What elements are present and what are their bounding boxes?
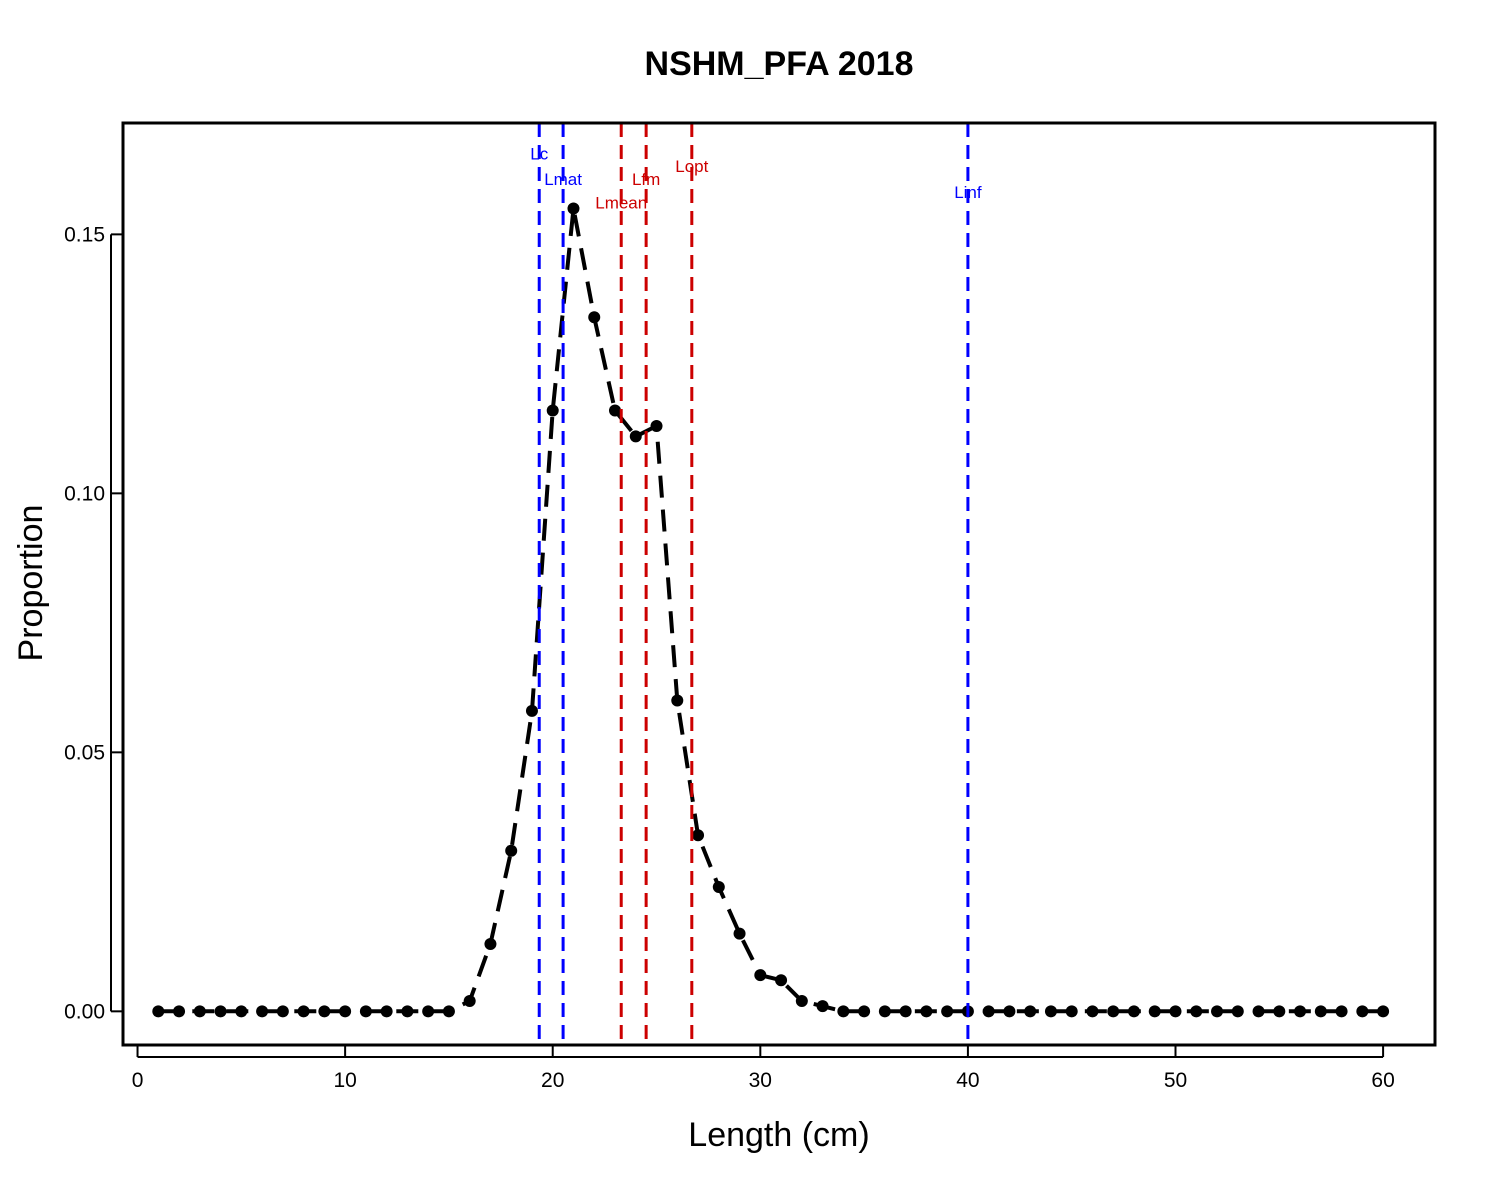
data-point (505, 844, 518, 857)
chart-title: NSHM_PFA 2018 (645, 45, 914, 83)
data-point (1086, 1005, 1099, 1018)
data-point (1127, 1005, 1140, 1018)
data-point (878, 1005, 891, 1018)
ref-label-lmat: Lmat (544, 170, 582, 189)
data-point (588, 311, 601, 324)
data-point (982, 1005, 995, 1018)
data-point (899, 1005, 912, 1018)
x-axis-label: Length (cm) (688, 1116, 869, 1154)
data-point (235, 1005, 248, 1018)
data-point (1044, 1005, 1057, 1018)
data-point (795, 994, 808, 1007)
data-point (256, 1005, 269, 1018)
data-point (1356, 1005, 1369, 1018)
data-point (650, 420, 663, 433)
data-point (733, 927, 746, 940)
data-point (463, 994, 476, 1007)
data-point (401, 1005, 414, 1018)
data-point (1148, 1005, 1161, 1018)
x-tick-label: 60 (1371, 1069, 1394, 1092)
plot-frame (121, 121, 1437, 1047)
data-point (941, 1005, 954, 1018)
data-point (712, 881, 725, 894)
data-point (692, 829, 705, 842)
data-point (1335, 1005, 1348, 1018)
data-point (1024, 1005, 1037, 1018)
data-point (173, 1005, 186, 1018)
data-point (1003, 1005, 1016, 1018)
data-point (1107, 1005, 1120, 1018)
data-point (152, 1005, 165, 1018)
y-tick-label: 0.05 (64, 741, 105, 764)
plot-area: Lc Lmat Lmean Lfm Lopt Linf (152, 123, 1390, 1045)
data-point (858, 1005, 871, 1018)
data-point (609, 404, 621, 417)
series-line (158, 208, 1384, 1014)
data-point (193, 1005, 206, 1018)
data-point (1211, 1005, 1224, 1018)
data-point (546, 404, 559, 417)
ref-label-lmean: Lmean (595, 193, 647, 212)
data-point (1377, 1005, 1390, 1018)
data-point (837, 1005, 850, 1018)
y-tick-label: 0.10 (64, 482, 105, 505)
data-point (422, 1005, 435, 1018)
data-point (1231, 1005, 1244, 1018)
ref-label-lopt: Lopt (675, 157, 708, 176)
data-point (318, 1005, 331, 1018)
y-tick-label: 0.15 (64, 223, 105, 246)
data-point (380, 1005, 393, 1018)
data-point (671, 694, 684, 707)
data-point (1314, 1005, 1327, 1018)
x-tick-label: 30 (749, 1069, 772, 1092)
data-point (1169, 1005, 1182, 1018)
data-point (1065, 1005, 1078, 1018)
x-tick-label: 10 (333, 1069, 356, 1092)
data-point (1294, 1005, 1307, 1018)
ref-label-lc: Lc (530, 144, 548, 163)
x-tick-label: 20 (541, 1069, 564, 1092)
data-point (1273, 1005, 1286, 1018)
data-point (442, 1005, 455, 1018)
data-point (297, 1005, 310, 1018)
data-point (567, 202, 580, 215)
data-point (629, 430, 642, 443)
data-point (920, 1005, 933, 1018)
data-point (359, 1005, 372, 1018)
x-tick-label: 50 (1164, 1069, 1187, 1092)
x-tick-label: 0 (132, 1069, 144, 1092)
data-point (1190, 1005, 1203, 1018)
y-tick-label: 0.00 (64, 1000, 105, 1023)
ref-label-lfm: Lfm (632, 170, 660, 189)
data-point (754, 969, 767, 982)
y-axis-label: Proportion (12, 505, 50, 662)
data-point (816, 1000, 829, 1013)
data-point (525, 704, 538, 717)
ref-label-linf: Linf (954, 183, 982, 202)
x-tick-label: 40 (956, 1069, 979, 1092)
data-point (214, 1005, 227, 1018)
data-point (276, 1005, 289, 1018)
data-point (1252, 1005, 1265, 1018)
data-point (484, 937, 497, 950)
data-point (339, 1005, 352, 1018)
data-point (775, 974, 788, 987)
